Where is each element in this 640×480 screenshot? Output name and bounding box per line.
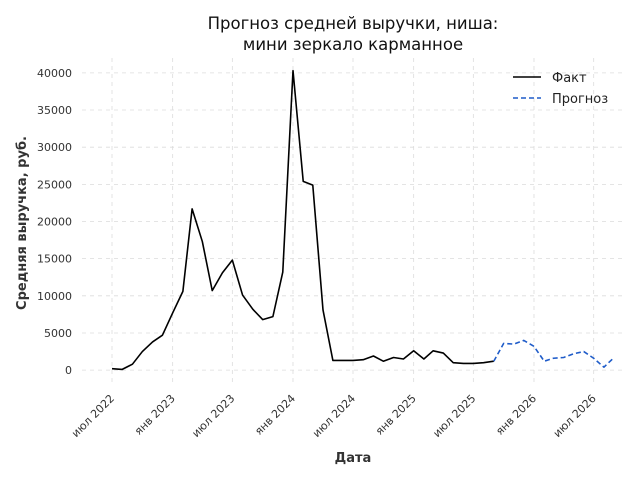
legend-label-forecast: Прогноз — [552, 92, 608, 107]
x-tick-label: июл 2026 — [551, 392, 599, 440]
x-tick-label: июл 2022 — [69, 392, 117, 440]
x-tick-label: янв 2026 — [493, 392, 539, 438]
y-tick-label: 40000 — [37, 67, 72, 80]
y-tick-label: 35000 — [37, 104, 72, 117]
x-axis-label: Дата — [335, 451, 372, 466]
series-lines — [111, 69, 615, 371]
y-tick-label: 20000 — [37, 216, 72, 229]
x-tick-label: июл 2023 — [189, 392, 237, 440]
series-line-fact — [111, 69, 494, 371]
y-tick-label: 0 — [65, 364, 72, 377]
y-axis-ticks: 0 5000 10000 15000 20000 25000 30000 35000 40000 — [37, 67, 72, 377]
legend-label-fact: Факт — [552, 71, 587, 86]
x-tick-label: янв 2025 — [373, 392, 419, 438]
y-tick-label: 5000 — [44, 327, 72, 340]
chart-title-line-2: мини зеркало карманное — [243, 35, 463, 54]
x-tick-label: янв 2023 — [132, 392, 178, 438]
chart-title-line-1: Прогноз средней выручки, ниша: — [208, 14, 499, 33]
x-tick-label: июл 2025 — [430, 392, 478, 440]
y-axis-label: Средняя выручка, руб. — [15, 136, 30, 310]
x-tick-label: янв 2024 — [252, 392, 298, 438]
y-tick-label: 30000 — [37, 141, 72, 154]
y-tick-label: 15000 — [37, 253, 72, 266]
y-tick-label: 10000 — [37, 290, 72, 303]
legend: Факт Прогноз — [513, 71, 608, 107]
grid — [82, 58, 624, 385]
series-line-forecast — [493, 339, 615, 368]
x-tick-label: июл 2024 — [310, 392, 358, 440]
x-axis-ticks: июл 2022 янв 2023 июл 2023 янв 2024 июл 2024… — [69, 392, 599, 440]
y-tick-label: 25000 — [37, 178, 72, 191]
